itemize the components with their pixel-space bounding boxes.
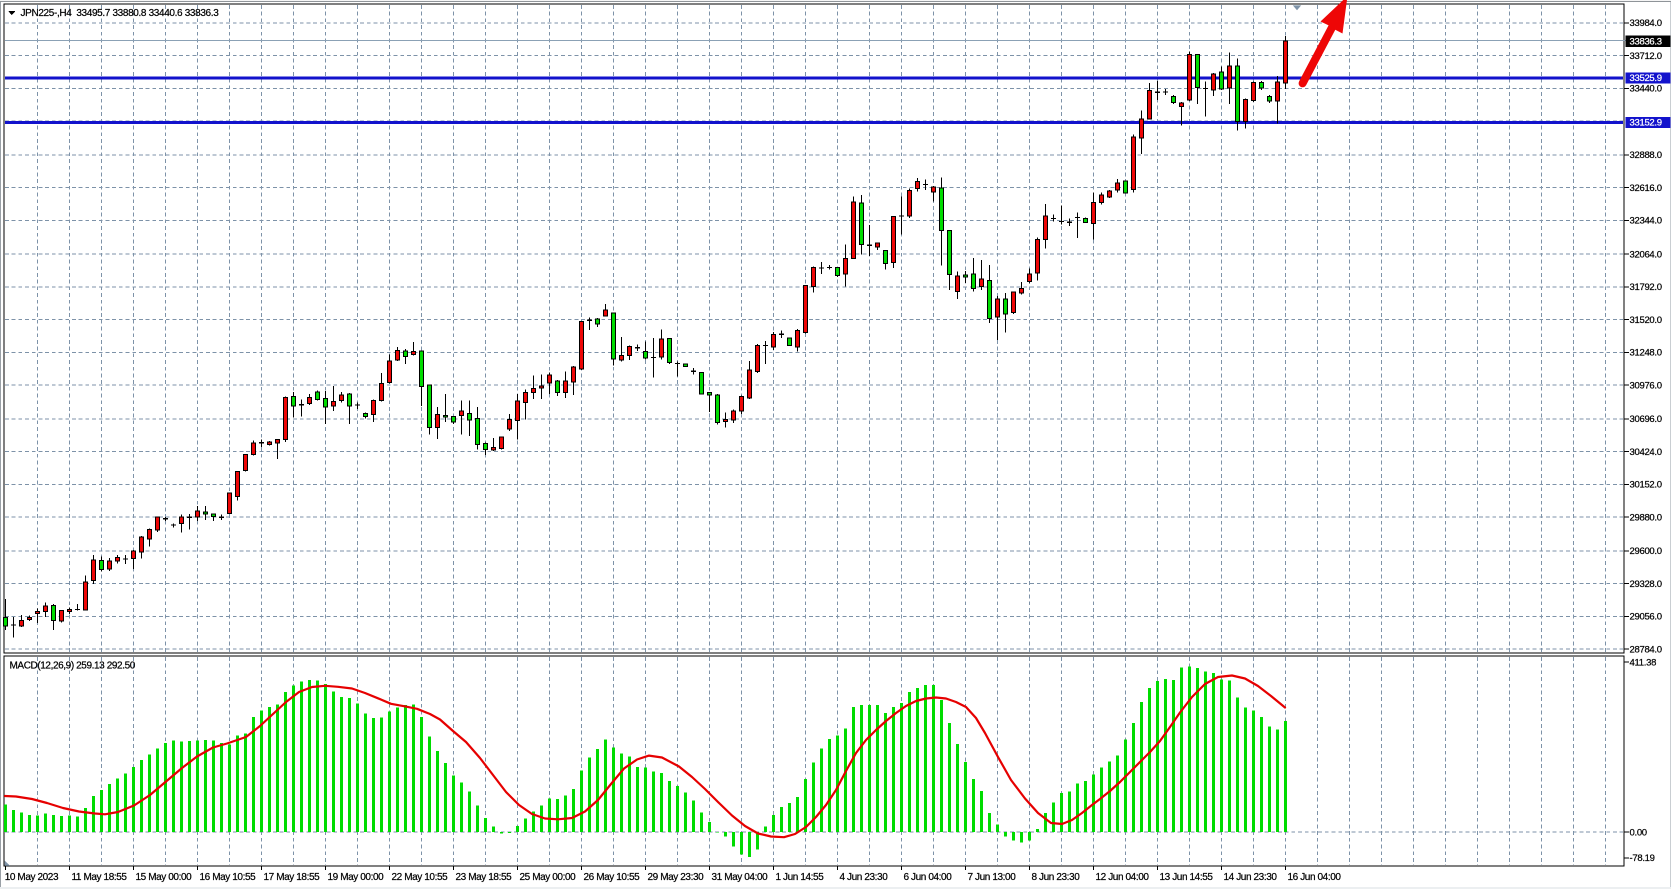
svg-text:29880.0: 29880.0: [1630, 512, 1662, 523]
svg-text:33525.9: 33525.9: [1630, 73, 1662, 84]
svg-text:22 May 10:55: 22 May 10:55: [392, 872, 449, 883]
svg-text:15 May 00:00: 15 May 00:00: [136, 872, 193, 883]
svg-text:14 Jun 23:30: 14 Jun 23:30: [1224, 872, 1278, 883]
svg-text:30424.0: 30424.0: [1630, 447, 1662, 458]
svg-text:29 May 23:30: 29 May 23:30: [648, 872, 705, 883]
svg-text:4 Jun 23:30: 4 Jun 23:30: [840, 872, 889, 883]
svg-text:17 May 18:55: 17 May 18:55: [264, 872, 321, 883]
svg-text:29056.0: 29056.0: [1630, 612, 1662, 623]
svg-text:1 Jun 14:55: 1 Jun 14:55: [776, 872, 825, 883]
svg-text:31520.0: 31520.0: [1630, 315, 1662, 326]
svg-text:33152.9: 33152.9: [1630, 118, 1662, 129]
svg-text:13 Jun 14:55: 13 Jun 14:55: [1160, 872, 1214, 883]
svg-text:32616.0: 32616.0: [1630, 183, 1662, 194]
svg-text:-78.19: -78.19: [1630, 853, 1655, 864]
svg-text:30152.0: 30152.0: [1630, 480, 1662, 491]
svg-text:11 May 18:55: 11 May 18:55: [72, 872, 128, 883]
svg-text:16 Jun 04:00: 16 Jun 04:00: [1288, 872, 1342, 883]
svg-text:MACD(12,26,9) 259.13 292.50: MACD(12,26,9) 259.13 292.50: [10, 661, 136, 672]
svg-text:30696.0: 30696.0: [1630, 414, 1662, 425]
svg-text:32888.0: 32888.0: [1630, 150, 1662, 161]
svg-text:411.38: 411.38: [1630, 657, 1657, 668]
svg-text:29600.0: 29600.0: [1630, 546, 1662, 557]
svg-text:33984.0: 33984.0: [1630, 18, 1662, 29]
svg-text:33440.0: 33440.0: [1630, 84, 1662, 95]
svg-text:6 Jun 04:00: 6 Jun 04:00: [904, 872, 953, 883]
svg-text:30976.0: 30976.0: [1630, 380, 1662, 391]
svg-text:7 Jun 13:00: 7 Jun 13:00: [968, 872, 1017, 883]
svg-text:0.00: 0.00: [1630, 827, 1647, 838]
svg-text:31 May 04:00: 31 May 04:00: [712, 872, 769, 883]
svg-text:32344.0: 32344.0: [1630, 216, 1662, 227]
svg-text:26 May 10:55: 26 May 10:55: [584, 872, 641, 883]
svg-text:12 Jun 04:00: 12 Jun 04:00: [1096, 872, 1150, 883]
svg-text:31792.0: 31792.0: [1630, 282, 1662, 293]
svg-text:23 May 18:55: 23 May 18:55: [456, 872, 513, 883]
svg-text:19 May 00:00: 19 May 00:00: [328, 872, 385, 883]
svg-text:25 May 00:00: 25 May 00:00: [520, 872, 577, 883]
svg-text:32064.0: 32064.0: [1630, 249, 1662, 260]
svg-text:29328.0: 29328.0: [1630, 579, 1662, 590]
svg-text:28784.0: 28784.0: [1630, 644, 1662, 655]
svg-text:JPN225-,H4 33495.7 33880.8 33: JPN225-,H4 33495.7 33880.8 33440.6 33836…: [21, 8, 220, 19]
svg-text:33836.3: 33836.3: [1630, 36, 1662, 47]
svg-text:33712.0: 33712.0: [1630, 51, 1662, 62]
svg-text:16 May 10:55: 16 May 10:55: [200, 872, 257, 883]
svg-text:10 May 2023: 10 May 2023: [5, 872, 59, 883]
svg-text:8 Jun 23:30: 8 Jun 23:30: [1032, 872, 1081, 883]
svg-text:31248.0: 31248.0: [1630, 348, 1662, 359]
